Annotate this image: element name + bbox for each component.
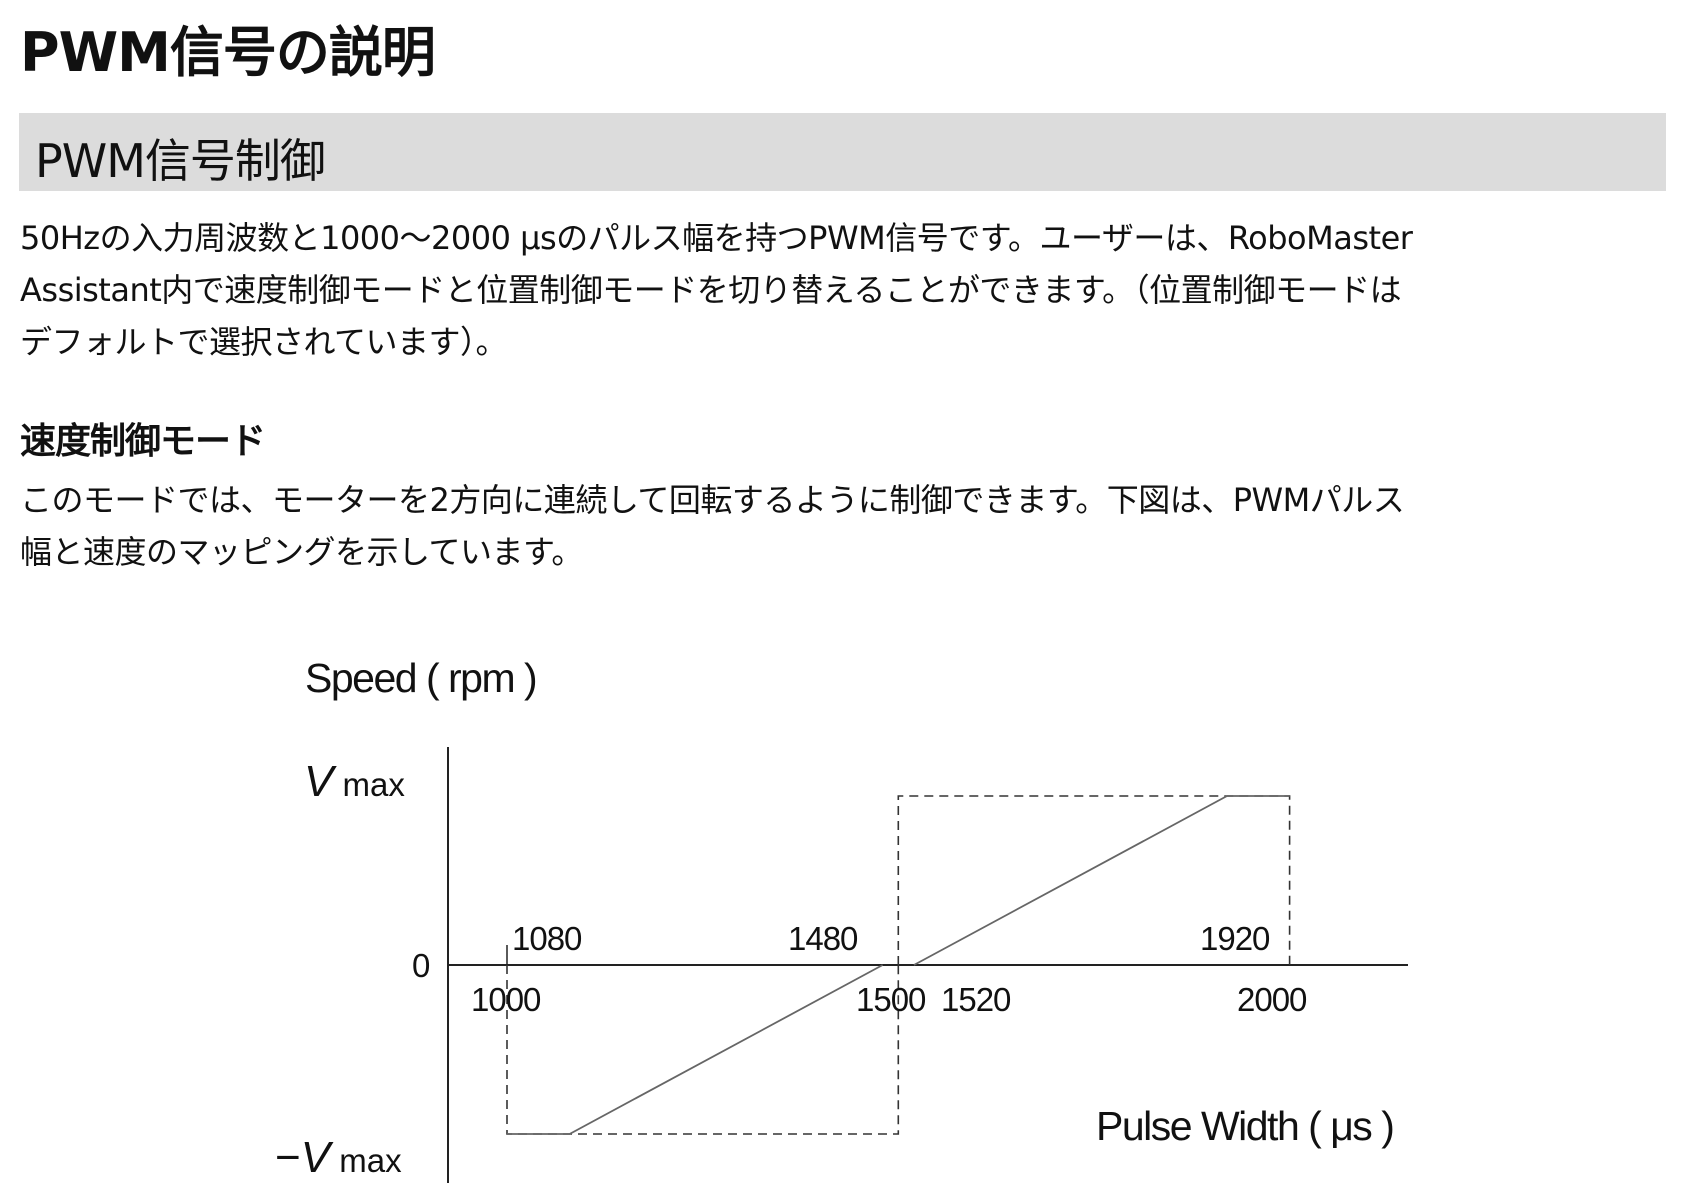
dashed-guide <box>897 795 1291 965</box>
section-header: PWM信号制御 <box>19 113 1666 191</box>
y-tick-label: −V max <box>275 1133 402 1182</box>
x-tick-label: 1480 <box>788 920 858 957</box>
section-title: PWM信号制御 <box>35 134 326 188</box>
subsection-title: 速度制御モード <box>20 421 266 462</box>
paragraph-line: Assistant内で速度制御モードと位置制御モードを切り替えることができます。… <box>20 271 1402 309</box>
paragraph-line: デフォルトで選択されています）。 <box>20 323 508 361</box>
x-tick-label: 1000 <box>471 981 541 1018</box>
paragraph-line: 幅と速度のマッピングを示しています。 <box>20 533 583 571</box>
x-axis-label: Pulse Width ( μs ) <box>1096 1103 1393 1149</box>
mapping-line <box>507 964 884 1135</box>
paragraph-line: このモードでは、モーターを2方向に連続して回転するように制御できます。下図は、P… <box>20 481 1405 519</box>
intro-paragraph: 50Hzの入力周波数と1000〜2000 μsのパルス幅を持つPWM信号です。ユ… <box>20 212 1413 368</box>
paragraph-line: 50Hzの入力周波数と1000〜2000 μsのパルス幅を持つPWM信号です。ユ… <box>20 219 1413 257</box>
dashed-guide <box>506 965 900 1135</box>
y-tick-label: V max <box>304 757 405 806</box>
x-tick-label: 1080 <box>512 920 582 957</box>
x-tick-label: 2000 <box>1237 981 1307 1018</box>
page-title: PWM信号の説明 <box>20 21 436 84</box>
x-tick-label: 1500 <box>856 981 926 1018</box>
mapping-line <box>913 795 1290 966</box>
y-tick-label: 0 <box>412 947 430 984</box>
y-axis-label: Speed ( rpm ) <box>305 655 536 701</box>
x-tick-label: 1520 <box>941 981 1011 1018</box>
x-tick-label: 1920 <box>1200 920 1270 957</box>
speed-mode-paragraph: このモードでは、モーターを2方向に連続して回転するように制御できます。下図は、P… <box>20 474 1405 578</box>
